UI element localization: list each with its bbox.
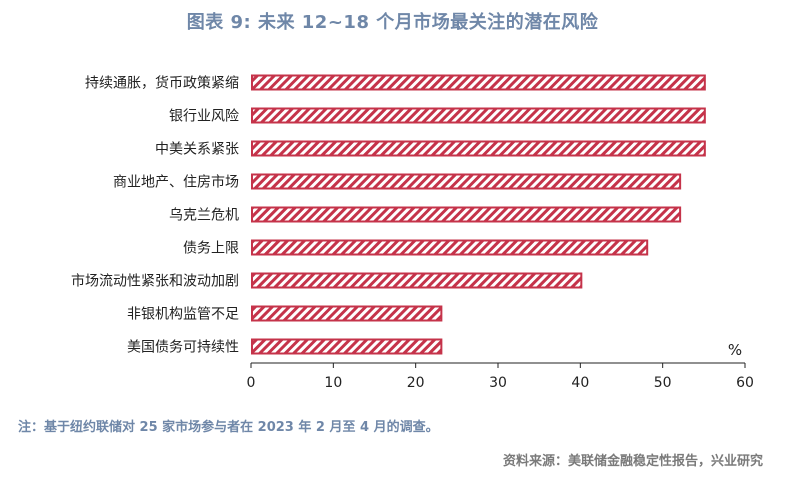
bar-6 <box>251 272 583 289</box>
footnote: 注：基于纽约联储对 25 家市场参与者在 2023 年 2 月至 4 月的调查。 <box>18 420 439 435</box>
bar-1 <box>251 107 706 124</box>
unit-label: % <box>728 341 742 359</box>
category-label-1: 银行业风险 <box>169 109 239 125</box>
x-tick-label-2: 20 <box>407 375 425 391</box>
x-tick-label-6: 60 <box>736 375 754 391</box>
source-text: 资料来源：美联储金融稳定性报告，兴业研究 <box>502 454 763 469</box>
bar-4 <box>251 206 682 223</box>
x-tick-label-0: 0 <box>247 375 256 391</box>
category-label-0: 持续通胀，货币政策紧缩 <box>85 75 239 92</box>
bar-5 <box>251 239 649 256</box>
bar-7 <box>251 305 443 322</box>
x-tick-label-1: 10 <box>324 375 342 391</box>
category-label-8: 美国债务可持续性 <box>127 339 239 356</box>
category-label-2: 中美关系紧张 <box>155 142 239 158</box>
bar-0 <box>251 74 706 91</box>
bar-2 <box>251 140 706 157</box>
bar-8 <box>251 338 443 355</box>
category-label-7: 非银机构监管不足 <box>127 307 239 323</box>
category-label-6: 市场流动性紧张和波动加剧 <box>71 273 239 290</box>
x-tick-label-3: 30 <box>489 375 507 391</box>
category-label-4: 乌克兰危机 <box>169 208 239 224</box>
category-label-3: 商业地产、住房市场 <box>113 174 239 191</box>
chart-title: 图表 9: 未来 12~18 个月市场最关注的潜在风险 <box>186 12 599 33</box>
x-tick-label-4: 40 <box>571 375 589 391</box>
bar-3 <box>251 173 682 190</box>
x-tick-label-5: 50 <box>654 375 672 391</box>
category-label-5: 债务上限 <box>183 241 239 257</box>
